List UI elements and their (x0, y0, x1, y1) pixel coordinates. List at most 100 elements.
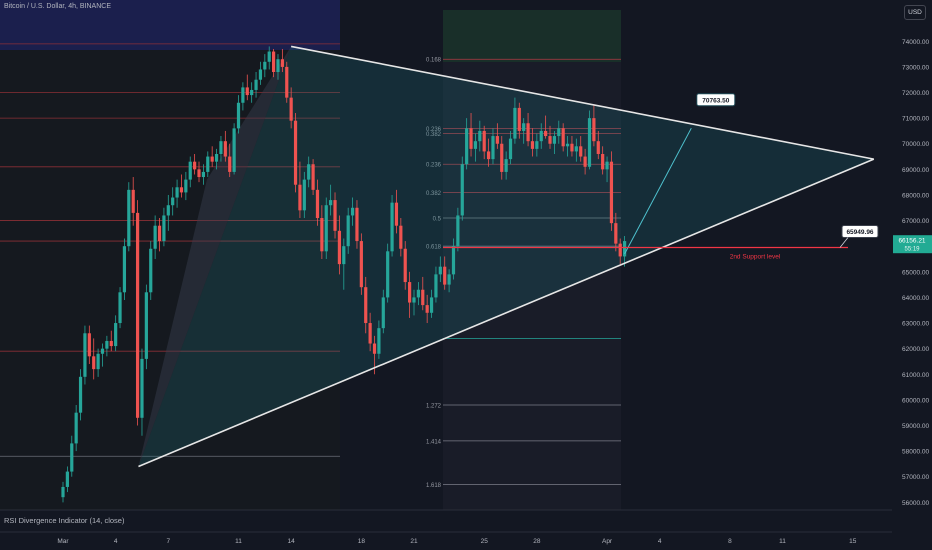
candle-body (513, 107, 517, 139)
candle-body (548, 136, 552, 144)
candle-body (491, 136, 495, 160)
fib-level-label: 0.168 (426, 58, 442, 64)
leg-shade (138, 46, 292, 467)
candle-body (447, 274, 451, 285)
price-tick: 57000.00 (902, 474, 929, 481)
candle-body (368, 323, 372, 344)
candle-body (561, 128, 565, 147)
time-tick: 15 (849, 538, 857, 545)
candle-body (236, 102, 241, 129)
candle-body (337, 230, 342, 265)
time-tick: 18 (358, 538, 366, 545)
fib-level-label: 0.5 (433, 217, 442, 223)
candlesticks (61, 46, 627, 503)
support-label: 2nd Support level (730, 253, 781, 260)
fib-level-label: 1.618 (426, 483, 442, 489)
price-tick: 70000.00 (902, 141, 929, 148)
fib-level-label: 0.236 (426, 163, 442, 169)
candle-body (355, 207, 359, 242)
time-axis[interactable]: Mar 4 7 11 14 18 21 25 28 Apr 4 8 11 15 (0, 531, 892, 545)
candle-body (469, 128, 473, 149)
candle-body (140, 358, 144, 418)
candle-body (346, 215, 350, 247)
candle-body (166, 205, 170, 216)
price-tick: 67000.00 (902, 218, 929, 225)
candle-body (465, 128, 469, 165)
support-value: 65949.96 (846, 229, 873, 236)
candle-body (592, 118, 596, 142)
candle-body (443, 266, 447, 285)
candle-body (171, 197, 175, 206)
candle-body (285, 66, 289, 98)
candle-body (179, 187, 184, 193)
candle-body (478, 130, 482, 142)
candle-body (508, 138, 513, 160)
current-price: 66156.21 (898, 238, 925, 245)
price-tick: 63000.00 (902, 321, 929, 328)
candle-body (403, 248, 407, 283)
projection-label-box (696, 93, 736, 107)
candle-body (188, 161, 192, 180)
lower-trendline (138, 158, 875, 468)
candle-body (605, 161, 609, 170)
support-callout-line (839, 237, 849, 248)
candle-body (201, 171, 205, 178)
candle-body (408, 282, 412, 303)
candle-body (232, 128, 236, 172)
candle-body (486, 151, 491, 160)
candle-body (114, 323, 118, 347)
price-tick: 72000.00 (902, 90, 929, 97)
price-tick: 69000.00 (902, 167, 929, 174)
price-tick: 56000.00 (902, 500, 929, 507)
fib-range-box (443, 62, 621, 510)
candle-body (623, 241, 627, 257)
candle-body (596, 141, 600, 154)
candle-body (522, 123, 526, 131)
candle-body (482, 130, 486, 152)
candle-body (175, 187, 179, 198)
candle-body (250, 89, 254, 96)
candle-body (574, 146, 578, 152)
candle-body (399, 225, 403, 249)
candle-body (495, 136, 499, 144)
candle-body (381, 297, 385, 329)
candle-body (245, 87, 249, 96)
candle-body (135, 212, 140, 418)
candle-body (372, 343, 377, 354)
candle-body (500, 143, 504, 172)
candle-body (460, 164, 464, 216)
candle-body (320, 218, 324, 252)
price-tick: 73000.00 (902, 64, 929, 71)
candle-body (530, 141, 535, 149)
candle-body (65, 471, 69, 487)
candle-body (425, 305, 429, 313)
price-axis[interactable]: 56000.00 57000.00 58000.00 59000.00 60000.00… (893, 39, 932, 507)
range-box-left (0, 50, 340, 510)
indicator-label[interactable]: RSI Divergence Indicator (14, close) (4, 516, 125, 525)
fib-level-label: 0.382 (426, 132, 442, 138)
candle-body (96, 353, 100, 370)
candle-body (293, 120, 298, 185)
price-tick: 59000.00 (902, 423, 929, 430)
price-tick: 74000.00 (902, 39, 929, 46)
candle-body (118, 292, 122, 324)
time-tick: 8 (728, 538, 732, 545)
candle-body (601, 153, 605, 170)
current-price-badge (893, 235, 932, 254)
candle-body (100, 348, 105, 354)
candle-body (78, 376, 83, 413)
candle-body (131, 189, 135, 213)
currency-button[interactable]: USD (904, 5, 926, 20)
price-tick: 62000.00 (902, 346, 929, 353)
candle-body (272, 51, 276, 73)
fib-level-label: 1.272 (426, 403, 442, 409)
time-tick: 21 (410, 538, 418, 545)
candle-body (552, 136, 556, 144)
triangle-pattern (138, 46, 874, 467)
candle-body (122, 246, 127, 293)
candle-body (377, 328, 381, 354)
candle-body (210, 156, 214, 162)
candle-body (153, 225, 157, 249)
triangle-fill (138, 46, 874, 467)
